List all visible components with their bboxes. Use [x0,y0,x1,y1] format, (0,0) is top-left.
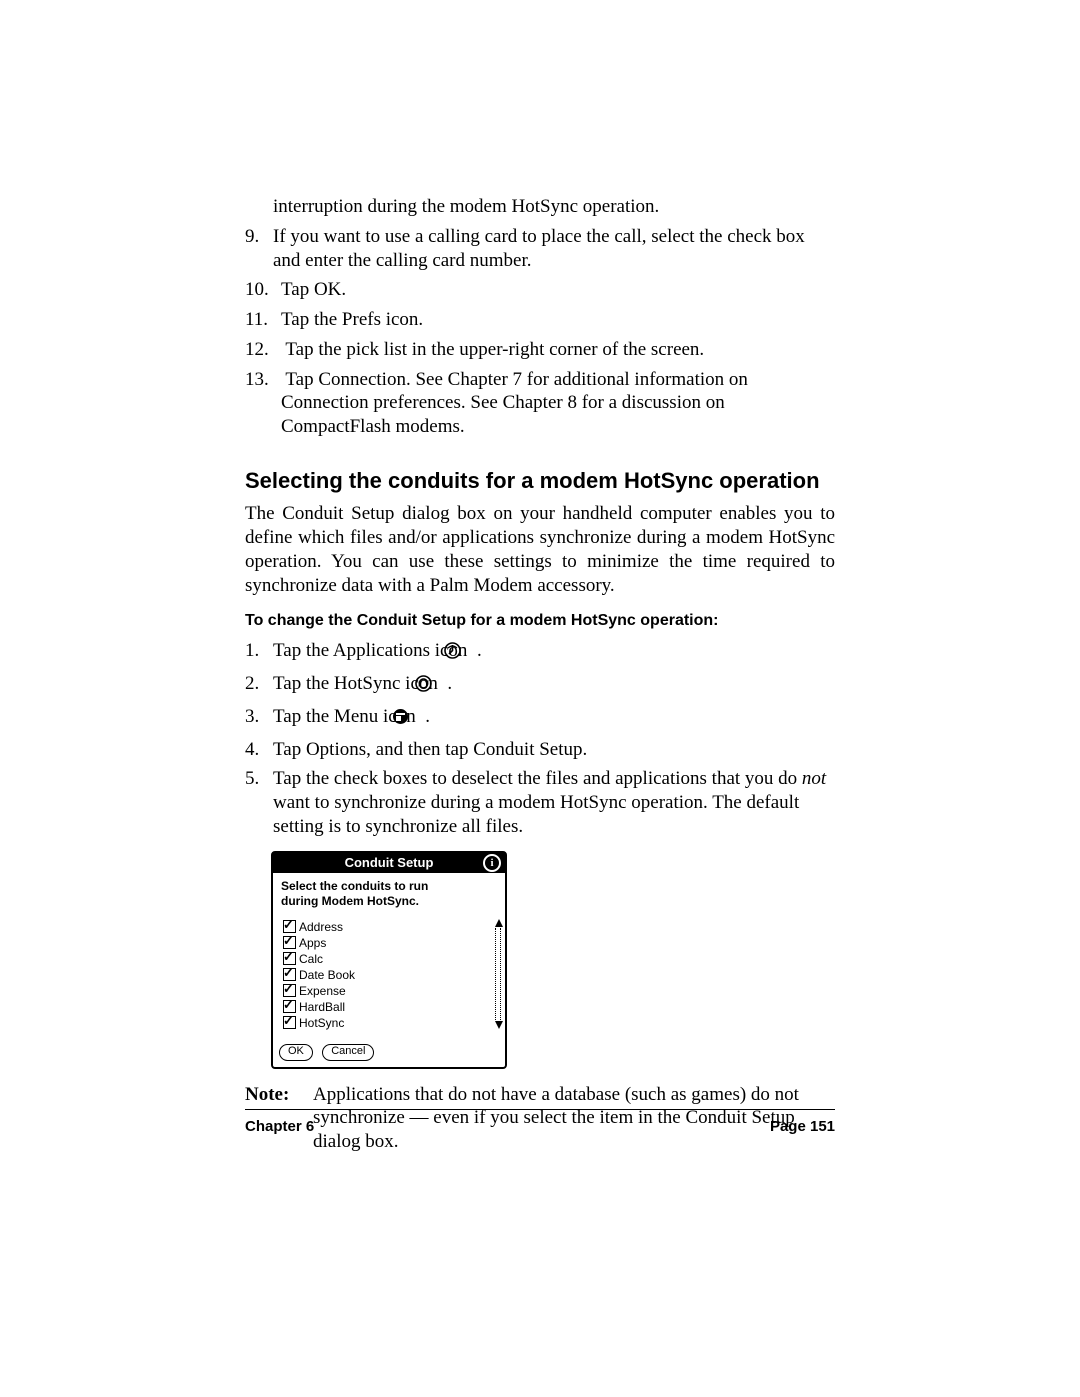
step-number: 3. [245,705,273,729]
scrollbar[interactable] [495,919,501,1029]
dialog-buttons: OK Cancel [273,1035,505,1067]
section-heading: Selecting the conduits for a modem HotSy… [245,467,835,495]
step-text: Tap the Prefs icon. [281,309,423,330]
conduit-item[interactable]: HardBall [283,999,491,1015]
step-number: 1. [245,639,273,663]
conduit-label: Calc [299,952,323,966]
step-text: Tap the pick list in the upper-right cor… [281,339,704,360]
scroll-track[interactable] [495,928,501,1020]
dialog-subtitle-line2: during Modem HotSync. [281,894,419,908]
checkbox-icon[interactable] [283,968,296,981]
step-10: 10.Tap OK. [245,278,835,302]
footer-page: Page 151 [770,1118,835,1135]
step-number: 10. [245,278,281,302]
step-text: Tap OK. [281,279,346,300]
conduit-label: Expense [299,984,346,998]
scroll-up-icon[interactable] [495,919,503,927]
proc-step-4: 4.Tap Options, and then tap Conduit Setu… [245,738,835,762]
step-9: 9.If you want to use a calling card to p… [245,225,835,273]
dialog-subtitle-line1: Select the conduits to run [281,879,428,893]
step-text: Tap the Applications icon [273,640,472,661]
conduit-label: Date Book [299,968,355,982]
step-text: Tap the check boxes to deselect the file… [273,768,802,789]
step-number: 2. [245,672,273,696]
conduit-item[interactable]: Apps [283,935,491,951]
proc-step-1: 1.Tap the Applications icon . [245,639,835,666]
checkbox-icon[interactable] [283,936,296,949]
procedure-subhead: To change the Conduit Setup for a modem … [245,611,835,631]
page-footer: Chapter 6 Page 151 [245,1109,835,1135]
step-text: Tap Connection. See Chapter 7 for additi… [281,369,748,438]
step-11: 11.Tap the Prefs icon. [245,308,835,332]
step-number: 4. [245,738,273,762]
conduit-item[interactable]: Date Book [283,967,491,983]
step-text-em: not [802,768,826,789]
checkbox-icon[interactable] [283,952,296,965]
conduit-item[interactable]: Expense [283,983,491,999]
step-text-end: want to synchronize during a modem HotSy… [273,792,799,837]
note-label: Note: [245,1083,313,1107]
section-paragraph: The Conduit Setup dialog box on your han… [245,502,835,597]
conduit-item[interactable]: Calc [283,951,491,967]
conduit-list: Address Apps Calc Date Book Expense Hard… [273,911,505,1035]
conduit-label: Apps [299,936,326,950]
step-12: 12. Tap the pick list in the upper-right… [245,338,835,362]
continuation-text: interruption during the modem HotSync op… [245,195,835,219]
ok-button[interactable]: OK [279,1044,313,1061]
dialog-subtitle: Select the conduits to run during Modem … [273,873,505,911]
step-number: 13. [245,368,281,392]
proc-step-3: 3.Tap the Menu icon . [245,705,835,732]
info-icon[interactable]: i [483,854,501,872]
checkbox-icon[interactable] [283,1016,296,1029]
footer-chapter: Chapter 6 [245,1118,314,1135]
step-13: 13. Tap Connection. See Chapter 7 for ad… [245,368,835,439]
proc-step-2: 2.Tap the HotSync icon . [245,672,835,699]
checkbox-icon[interactable] [283,984,296,997]
conduit-label: Address [299,920,343,934]
checkbox-icon[interactable] [283,920,296,933]
scroll-down-icon[interactable] [495,1021,503,1029]
step-text-end: . [443,673,453,694]
step-text: Tap Options, and then tap Conduit Setup. [273,739,587,760]
step-number: 11. [245,308,281,332]
step-number: 12. [245,338,281,362]
dialog-title: Conduit Setup [277,855,501,871]
checkbox-icon[interactable] [283,1000,296,1013]
document-page: interruption during the modem HotSync op… [0,0,1080,1397]
step-text-end: . [472,640,482,661]
conduit-setup-dialog: Conduit Setup i Select the conduits to r… [271,851,507,1069]
dialog-titlebar: Conduit Setup i [273,853,505,873]
conduit-item[interactable]: Address [283,919,491,935]
step-text-end: . [420,706,430,727]
conduit-label: HardBall [299,1000,345,1014]
page-content: interruption during the modem HotSync op… [245,195,835,1154]
conduit-label: HotSync [299,1016,344,1030]
conduit-item[interactable]: HotSync [283,1015,491,1031]
step-number: 5. [245,767,273,791]
cancel-button[interactable]: Cancel [322,1044,374,1061]
step-text: If you want to use a calling card to pla… [273,226,805,271]
proc-step-5: 5.Tap the check boxes to deselect the fi… [245,767,835,838]
step-number: 9. [245,225,273,249]
